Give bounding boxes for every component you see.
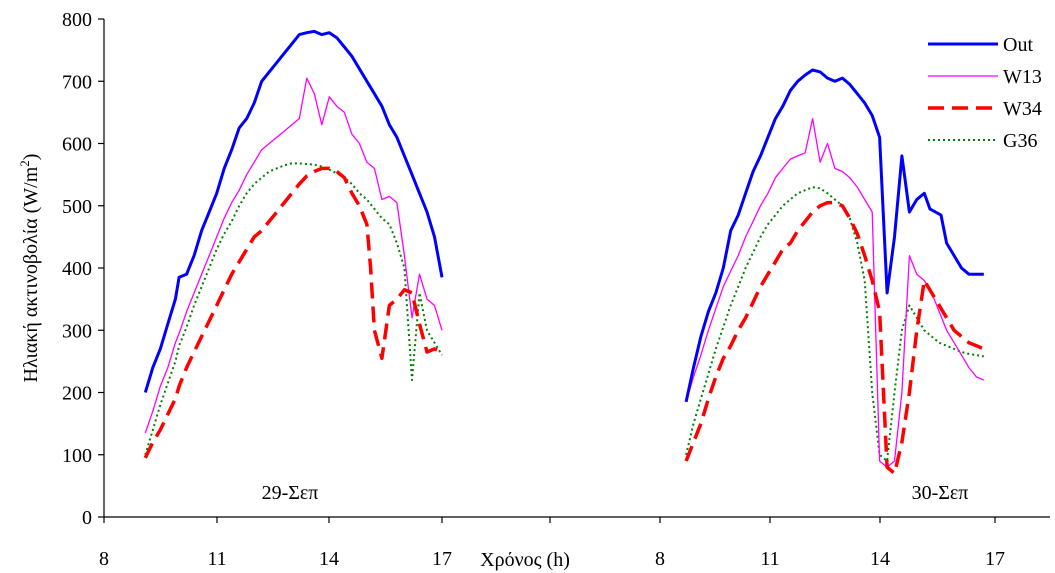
legend-label-w13: W13 [1003,66,1042,88]
y-tick-label: 700 [62,71,92,93]
x-tick-label: 17 [985,548,1005,570]
x-tick-label: 14 [870,548,890,570]
x-tick-label: 14 [319,548,339,570]
y-tick-label: 500 [62,196,92,218]
y-ticks: 0 100 200 300 400 500 600 700 800 [62,9,104,529]
series-line-w34-panel-1 [145,168,442,458]
y-tick-label: 800 [62,9,92,31]
x-tick-label: 17 [432,548,452,570]
y-tick-label: 0 [82,507,92,529]
x-tick-label: 11 [207,548,226,570]
x-tick-label: 11 [760,548,779,570]
y-tick-label: 600 [62,134,92,156]
series-line-w13-panel-2 [686,119,984,468]
legend-label-out: Out [1003,34,1033,56]
y-tick-label: 300 [62,320,92,342]
legend-label-w34: W34 [1003,98,1042,120]
annotation-day2: 30-Σεπ [912,482,969,504]
series-layer [145,31,984,473]
y-tick-label: 200 [62,383,92,405]
annotation-day1: 29-Σεπ [262,482,319,504]
y-axis-title-main: Ηλιακή ακτινοβολία (W/m [20,166,42,382]
legend: Out W13 W34 G36 [928,34,1042,152]
series-line-out-panel-1 [145,31,442,392]
y-axis-title-end: ) [20,154,42,161]
series-line-w34-panel-2 [686,203,984,474]
y-axis-title: Ηλιακή ακτινοβολία (W/m2) [17,154,42,383]
x-tick-label: 8 [99,548,109,570]
y-tick-label: 100 [62,445,92,467]
x-axis-title: Χρόνος (h) [480,549,570,571]
series-line-out-panel-2 [686,70,984,402]
x-tick-label: 8 [655,548,665,570]
legend-label-g36: G36 [1003,130,1037,152]
y-tick-label: 400 [62,258,92,280]
series-line-w13-panel-1 [145,78,442,433]
